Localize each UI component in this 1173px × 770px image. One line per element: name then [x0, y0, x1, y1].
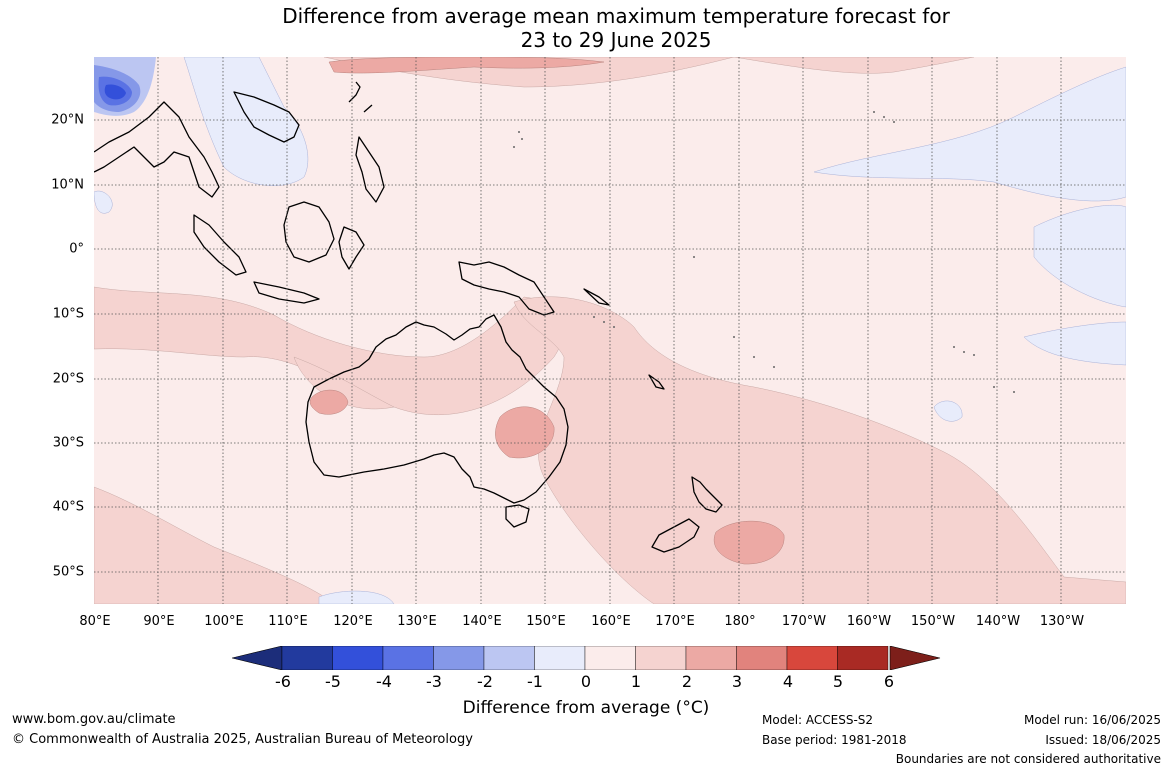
colorbar-cell: [382, 646, 434, 670]
lon-label-180: 180°: [724, 614, 756, 629]
lon-label-80e: 80°E: [79, 614, 111, 629]
colorbar-title-unit: °C): [682, 698, 710, 718]
lon-label-160w: 160°W: [846, 614, 892, 629]
new-zealand-north: [691, 476, 723, 513]
japan-coast: [348, 81, 373, 113]
lon-label-170e: 170°E: [655, 614, 695, 629]
lat-label-30s: 30°S: [52, 435, 84, 451]
colorbar-cell: [837, 646, 889, 670]
colorbar-tick: 6: [883, 672, 895, 691]
map-title: Difference from average mean maximum tem…: [0, 4, 1173, 52]
new-zealand-south: [651, 518, 700, 553]
coastlines: [94, 81, 723, 553]
sulawesi-coast: [338, 226, 365, 270]
java-coast: [253, 281, 320, 304]
model-name: Model: ACCESS-S2: [762, 713, 874, 727]
new-guinea-coast: [458, 261, 555, 316]
cool-anomaly-strong: [94, 57, 156, 116]
colorbar-tick: 5: [832, 672, 844, 691]
colorbar-cell: [685, 646, 737, 670]
colorbar-tick: -3: [426, 672, 442, 691]
lat-label-40s: 40°S: [52, 499, 84, 515]
tasmania-coast: [505, 504, 530, 528]
lon-label-140w: 140°W: [975, 614, 1021, 629]
model-run: Model run: 16/06/2025: [1023, 713, 1161, 727]
copyright-text: © Commonwealth of Australia 2025, Austra…: [12, 732, 473, 747]
map-canvas: [94, 57, 1126, 604]
colorbar-cell: [433, 646, 485, 670]
lon-label-140e: 140°E: [462, 614, 502, 629]
issued-date: Issued: 18/06/2025: [1045, 733, 1161, 747]
lon-label-100e: 100°E: [204, 614, 244, 629]
colorbar-cell: [635, 646, 687, 670]
colorbar-cell: [534, 646, 586, 670]
warm-anomaly-2-3: [309, 57, 785, 565]
borneo-coast: [283, 201, 335, 263]
colorbar: [232, 646, 941, 670]
solomons-coast: [583, 288, 610, 306]
philippines-coast: [355, 136, 385, 203]
lon-label-130w: 130°W: [1039, 614, 1085, 629]
colorbar-cell: [332, 646, 384, 670]
island-dots: [513, 111, 1015, 393]
colorbar-tick: 4: [782, 672, 794, 691]
lat-label-10n: 10°N: [51, 177, 84, 193]
colorbar-tick: -2: [477, 672, 493, 691]
lat-label-20n: 20°N: [51, 112, 84, 128]
warm-anomaly-1-2: [94, 57, 1126, 604]
graticule: [94, 57, 1126, 604]
asia-coast: [94, 91, 300, 198]
colorbar-tick: 0: [580, 672, 592, 691]
title-line-2: 23 to 29 June 2025: [520, 28, 712, 52]
lon-label-150e: 150°E: [526, 614, 566, 629]
lon-label-90e: 90°E: [143, 614, 175, 629]
lon-label-160e: 160°E: [591, 614, 631, 629]
lat-label-0: 0°: [69, 241, 84, 257]
colorbar-tick: -1: [527, 672, 543, 691]
lon-label-150w: 150°W: [910, 614, 956, 629]
colorbar-tick: -6: [275, 672, 291, 691]
lat-label-10s: 10°S: [52, 306, 84, 322]
australia-coast: [305, 314, 569, 504]
lat-label-20s: 20°S: [52, 371, 84, 387]
title-line-1: Difference from average mean maximum tem…: [282, 4, 950, 28]
colorbar-min-arrow: [232, 646, 283, 670]
colorbar-cell: [584, 646, 636, 670]
colorbar-tick: 2: [681, 672, 693, 691]
cool-anomaly-0-1: [94, 57, 1126, 604]
lon-label-120e: 120°E: [333, 614, 373, 629]
lon-label-130e: 130°E: [397, 614, 437, 629]
colorbar-cells: [281, 646, 889, 670]
colorbar-tick: -4: [376, 672, 392, 691]
colorbar-tick: 1: [630, 672, 642, 691]
lon-label-110e: 110°E: [268, 614, 308, 629]
lon-label-170w: 170°W: [781, 614, 827, 629]
colorbar-max-arrow: [889, 646, 941, 670]
disclaimer: Boundaries are not considered authoritat…: [895, 752, 1161, 766]
new-caledonia-coast: [648, 374, 665, 390]
colorbar-cell: [736, 646, 788, 670]
colorbar-cell: [483, 646, 535, 670]
colorbar-tick: 3: [731, 672, 743, 691]
sumatra-coast: [193, 214, 247, 276]
forecast-map: [94, 57, 1126, 604]
website-link[interactable]: www.bom.gov.au/climate: [12, 712, 176, 727]
colorbar-title: Difference from average (°C): [330, 698, 842, 718]
colorbar-cell: [281, 646, 333, 670]
colorbar-cell: [786, 646, 838, 670]
base-period: Base period: 1981-2018: [762, 733, 907, 747]
colorbar-title-text: Difference from average (: [462, 698, 683, 718]
colorbar-tick: -5: [325, 672, 341, 691]
lat-label-50s: 50°S: [52, 564, 84, 580]
